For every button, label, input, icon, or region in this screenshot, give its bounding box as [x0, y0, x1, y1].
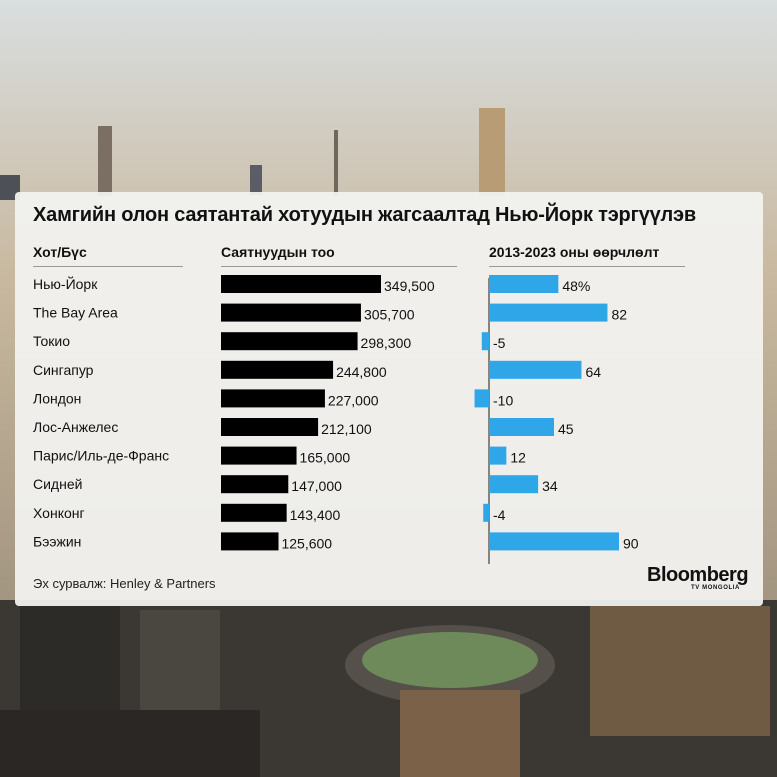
- millionaires-bar: [221, 303, 361, 322]
- bloomberg-logo: Bloomberg TV MONGOLIA: [647, 564, 749, 591]
- category-label: Сингапур: [33, 362, 94, 378]
- millionaires-value-label: 212,100: [321, 421, 372, 437]
- millionaires-bar: [221, 475, 289, 494]
- header-divider-city: [33, 266, 183, 267]
- millionaires-value-label: 165,000: [300, 450, 351, 466]
- category-label: Бээжин: [33, 533, 81, 549]
- millionaires-value-label: 143,400: [290, 507, 341, 523]
- column-header-change: 2013-2023 оны өөрчлөлт: [489, 244, 660, 260]
- millionaires-bar: [221, 446, 297, 465]
- change-bar: [483, 503, 489, 522]
- category-label: Парис/Иль-де-Франс: [33, 448, 169, 464]
- change-value-label: 45: [558, 421, 574, 437]
- change-bar: [489, 475, 539, 494]
- change-bar: [489, 360, 582, 379]
- millionaires-value-label: 227,000: [328, 392, 379, 408]
- millionaires-value-label: 305,700: [364, 307, 415, 323]
- millionaires-bar: [221, 532, 279, 551]
- change-bar: [474, 389, 489, 408]
- header-divider-millionaires: [221, 266, 457, 267]
- category-label: Нью-Йорк: [33, 275, 98, 292]
- chart-title: Хамгийн олон саятантай хотуудын жагсаалт…: [33, 204, 696, 226]
- millionaires-bar: [221, 418, 319, 436]
- change-bar: [489, 303, 608, 322]
- chart-card: Хамгийн олон саятантай хотуудын жагсаалт…: [15, 192, 763, 606]
- change-value-label: -5: [493, 335, 506, 351]
- category-label: Хонконг: [33, 505, 85, 521]
- millionaires-bar: [221, 389, 325, 408]
- category-label: Лос-Анжелес: [33, 419, 118, 435]
- category-label: Токио: [33, 333, 70, 349]
- header-divider-change: [489, 266, 685, 267]
- millionaires-value-label: 125,600: [281, 535, 332, 551]
- change-bar: [489, 532, 619, 551]
- millionaires-bar: [221, 275, 381, 293]
- change-value-label: 90: [623, 535, 639, 551]
- millionaires-value-label: 349,500: [384, 278, 435, 294]
- category-label: The Bay Area: [33, 305, 118, 321]
- column-header-city: Хот/Бүс: [33, 244, 87, 260]
- source-note: Эх сурвалж: Henley & Partners: [33, 576, 216, 591]
- millionaires-value-label: 298,300: [361, 335, 412, 351]
- change-value-label: 82: [611, 307, 627, 323]
- change-value-label: -10: [493, 392, 513, 408]
- change-bar: [481, 332, 489, 351]
- millionaires-bar: [221, 360, 334, 379]
- millionaires-value-label: 147,000: [291, 478, 342, 494]
- column-header-millionaires: Саятнуудын тоо: [221, 244, 335, 260]
- millionaires-chart: Нью-Йорк 349,500 48% The Bay Area 305,700 82 Т…: [33, 275, 639, 564]
- change-value-label: 48%: [562, 278, 590, 294]
- change-value-label: 34: [542, 478, 558, 494]
- logo-wordmark: Bloomberg: [647, 564, 749, 586]
- millionaires-value-label: 244,800: [336, 364, 387, 380]
- change-value-label: 12: [510, 450, 526, 466]
- category-label: Лондон: [33, 390, 81, 406]
- category-label: Сидней: [33, 476, 82, 492]
- change-bar: [489, 275, 559, 293]
- millionaires-bar: [221, 503, 287, 522]
- millionaires-bar: [221, 332, 358, 351]
- change-value-label: 64: [585, 364, 601, 380]
- change-value-label: -4: [493, 507, 506, 523]
- change-bar: [489, 446, 507, 465]
- logo-subtitle: TV MONGOLIA: [691, 585, 740, 591]
- change-bar: [489, 418, 554, 436]
